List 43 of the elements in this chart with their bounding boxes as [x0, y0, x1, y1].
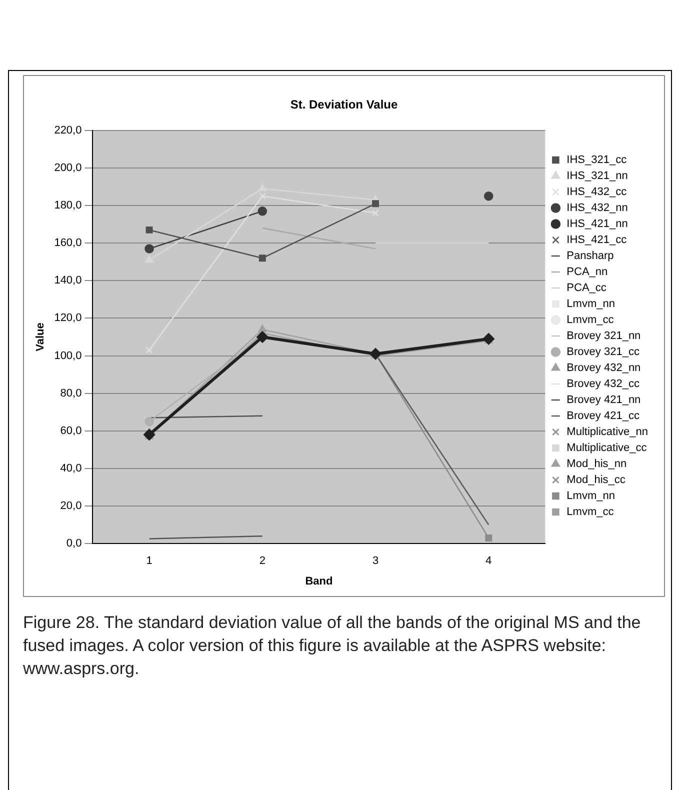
y-tick-label: 160,0 — [54, 237, 82, 250]
y-tick-label: 200,0 — [54, 162, 82, 174]
legend-label: Lmvm_cc — [566, 314, 614, 326]
legend-label: PCA_nn — [566, 266, 608, 278]
y-tick-label: 20,0 — [60, 500, 82, 512]
y-axis-title: Value — [34, 322, 47, 352]
legend-label: IHS_421_nn — [566, 218, 628, 230]
caption: Figure 28. The standard deviation value of all the bands of the original MS and the fused images. A color version of this figure is available at the ASPRS website: www.asprs.org. — [23, 612, 642, 680]
legend-label: Mod_his_cc — [566, 474, 626, 486]
chart-title: St. Deviation Value — [290, 98, 398, 112]
x-tick-label: 2 — [259, 555, 266, 568]
legend-label: Brovey 321_cc — [566, 346, 640, 358]
legend-label: IHS_432_cc — [566, 186, 628, 198]
legend-label: Brovey 432_nn — [566, 362, 641, 374]
y-tick-label: 80,0 — [60, 387, 82, 400]
x-tick-label: 1 — [146, 555, 152, 568]
legend-label: IHS_432_nn — [566, 202, 628, 214]
y-tick-label: 100,0 — [54, 350, 82, 362]
x-axis-title: Band — [305, 575, 333, 588]
y-tick-label: 180,0 — [54, 200, 82, 212]
legend-label: Lmvm_nn — [566, 490, 615, 502]
legend-label: Pansharp — [566, 250, 614, 262]
legend-label: IHS_321_nn — [566, 170, 628, 182]
legend-label: Brovey 421_cc — [566, 410, 640, 422]
legend-label: Multiplicative_nn — [566, 426, 648, 438]
legend-label: Lmvm_nn — [566, 298, 615, 310]
legend-label: IHS_421_cc — [566, 234, 628, 246]
y-tick-label: 40,0 — [60, 462, 82, 475]
y-tick-label: 220,0 — [54, 124, 82, 136]
legend-label: Brovey 421_nn — [566, 394, 641, 406]
x-tick-label: 3 — [372, 555, 379, 568]
y-tick-label: 0,0 — [66, 538, 82, 550]
legend-label: Mod_his_nn — [566, 458, 627, 470]
y-tick-label: 60,0 — [60, 424, 82, 437]
legend-label: Lmvm_cc — [566, 506, 614, 518]
legend-label: IHS_321_cc — [566, 154, 628, 166]
y-tick-label: 140,0 — [54, 274, 82, 287]
y-tick-label: 120,0 — [54, 312, 82, 324]
x-tick-label: 4 — [486, 555, 492, 568]
legend-label: Multiplicative_cc — [566, 442, 648, 454]
legend-label: Brovey 321_nn — [566, 330, 641, 342]
legend-label: PCA_cc — [566, 282, 607, 294]
legend-label: Brovey 432_cc — [566, 378, 640, 390]
